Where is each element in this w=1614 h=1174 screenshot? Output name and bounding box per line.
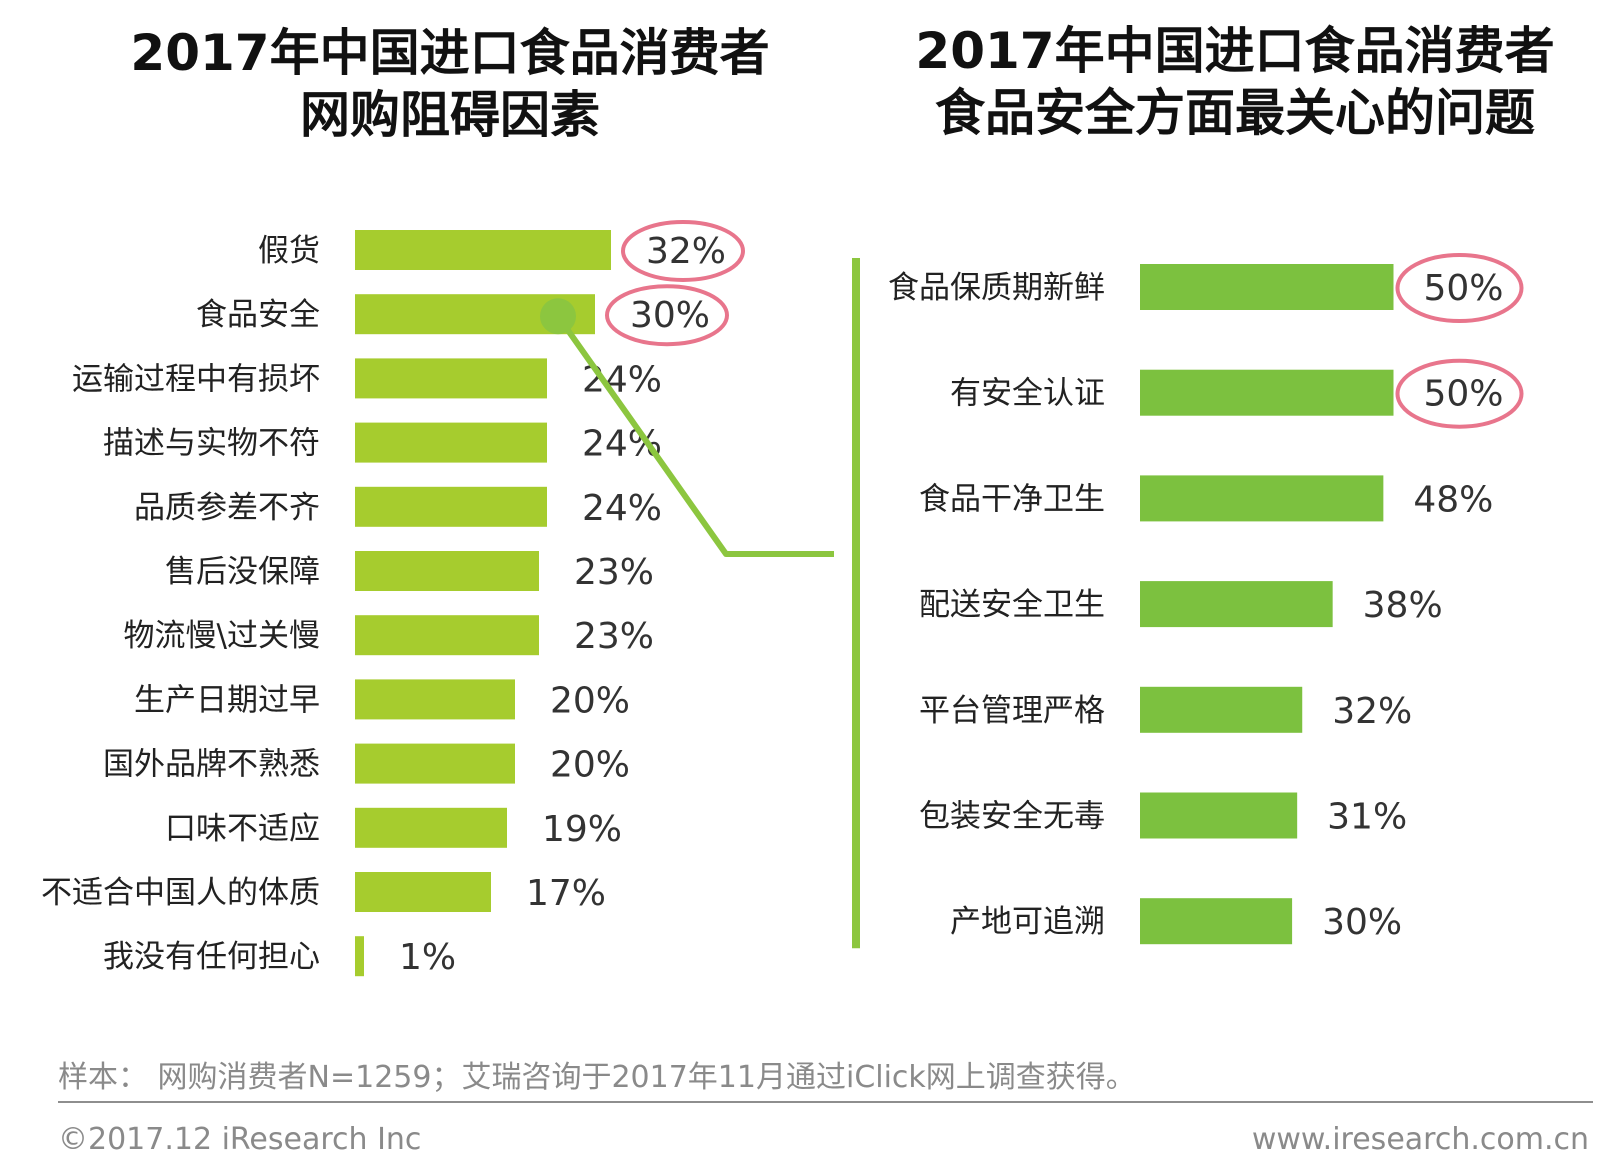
left-category-label: 描述与实物不符 (103, 426, 320, 462)
left-category-label: 不适合中国人的体质 (41, 875, 320, 911)
right-value-label: 38% (1363, 585, 1443, 626)
sample-note: 样本： 网购消费者N=1259；艾瑞咨询于2017年11月通过iClick网上调… (58, 1060, 1136, 1095)
right-bar (1140, 581, 1333, 628)
left-value-label: 30% (630, 295, 710, 336)
right-bar (1140, 369, 1394, 416)
right-category-label: 配送安全卫生 (919, 587, 1105, 623)
right-chart-title-line-1: 2017年中国进口食品消费者 (915, 22, 1555, 80)
left-chart-title: 2017年中国进口食品消费者 网购阻碍因素 (100, 22, 800, 146)
left-category-label: 我没有任何担心 (103, 939, 320, 975)
right-category-label: 食品干净卫生 (919, 481, 1105, 517)
footer-divider (58, 1101, 1593, 1103)
left-bar (355, 936, 364, 977)
left-highlight-circle (621, 220, 745, 282)
right-bar (1140, 898, 1293, 945)
right-chart-title-line-2: 食品安全方面最关心的问题 (935, 84, 1535, 142)
left-bar (355, 358, 547, 399)
left-value-label: 1% (399, 937, 456, 978)
right-value-label: 50% (1424, 268, 1504, 309)
left-value-label: 32% (646, 231, 726, 272)
left-bar (355, 679, 515, 720)
left-category-label: 假货 (258, 233, 320, 269)
right-category-label: 食品保质期新鲜 (888, 270, 1105, 306)
left-value-label: 20% (550, 745, 630, 786)
left-value-label: 24% (582, 488, 662, 529)
left-category-label: 物流慢\过关慢 (124, 618, 320, 654)
left-bar (355, 230, 611, 270)
left-value-label: 17% (526, 873, 606, 914)
left-value-label: 19% (542, 809, 622, 850)
right-bar (1140, 792, 1298, 839)
right-value-label: 48% (1413, 479, 1493, 520)
right-bar (1140, 686, 1303, 733)
left-bar (355, 486, 547, 527)
right-highlight-circle (1395, 253, 1524, 323)
charts-canvas: 假货 32%食品安全 30%运输过程中有损坏 24%描述与实物不符 24%品质参差不齐 2… (41, 220, 1524, 978)
left-highlight-circle (605, 284, 729, 347)
right-value-label: 32% (1332, 691, 1412, 732)
right-bar (1140, 475, 1384, 522)
left-chart-title-line-1: 2017年中国进口食品消费者 (130, 24, 770, 82)
connector-dot (540, 298, 576, 335)
right-category-label: 平台管理严格 (919, 693, 1105, 729)
right-value-label: 50% (1424, 374, 1504, 415)
left-bar (355, 615, 539, 656)
left-value-label: 23% (574, 616, 654, 657)
left-category-label: 国外品牌不熟悉 (103, 747, 320, 783)
right-chart-title: 2017年中国进口食品消费者 食品安全方面最关心的问题 (860, 20, 1610, 144)
chart-connector (540, 258, 860, 949)
left-bar (355, 422, 547, 463)
right-value-label: 31% (1327, 797, 1407, 838)
right-category-label: 包装安全无毒 (919, 799, 1105, 835)
connector-line (555, 314, 834, 557)
left-category-label: 食品安全 (196, 297, 320, 333)
right-highlight-circle (1395, 358, 1524, 429)
copyright-text: ©2017.12 iResearch Inc (58, 1122, 422, 1157)
left-value-label: 20% (550, 680, 630, 721)
left-category-label: 口味不适应 (165, 811, 320, 847)
right-category-label: 产地可追溯 (950, 904, 1105, 940)
left-value-label: 23% (574, 552, 654, 593)
right-bar (1140, 264, 1394, 310)
left-category-label: 售后没保障 (165, 554, 320, 590)
left-bar-chart: 假货 32%食品安全 30%运输过程中有损坏 24%描述与实物不符 24%品质参差不齐 2… (41, 220, 745, 978)
left-category-label: 运输过程中有损坏 (72, 361, 320, 397)
left-chart-title-line-2: 网购阻碍因素 (300, 86, 600, 144)
right-value-label: 30% (1322, 902, 1402, 943)
left-category-label: 品质参差不齐 (134, 490, 320, 526)
left-bar (355, 743, 515, 784)
right-bar-chart: 食品保质期新鲜 50% 有安全认证 50% 食品干净卫生 48% 配送安全卫生 38% 平台管理… (888, 253, 1524, 945)
right-category-label: 有安全认证 (950, 376, 1105, 412)
left-bar (355, 807, 507, 848)
left-bar (355, 551, 539, 591)
left-category-label: 生产日期过早 (134, 682, 320, 718)
website-text: www.iresearch.com.cn (1251, 1122, 1589, 1157)
left-bar (355, 872, 491, 912)
